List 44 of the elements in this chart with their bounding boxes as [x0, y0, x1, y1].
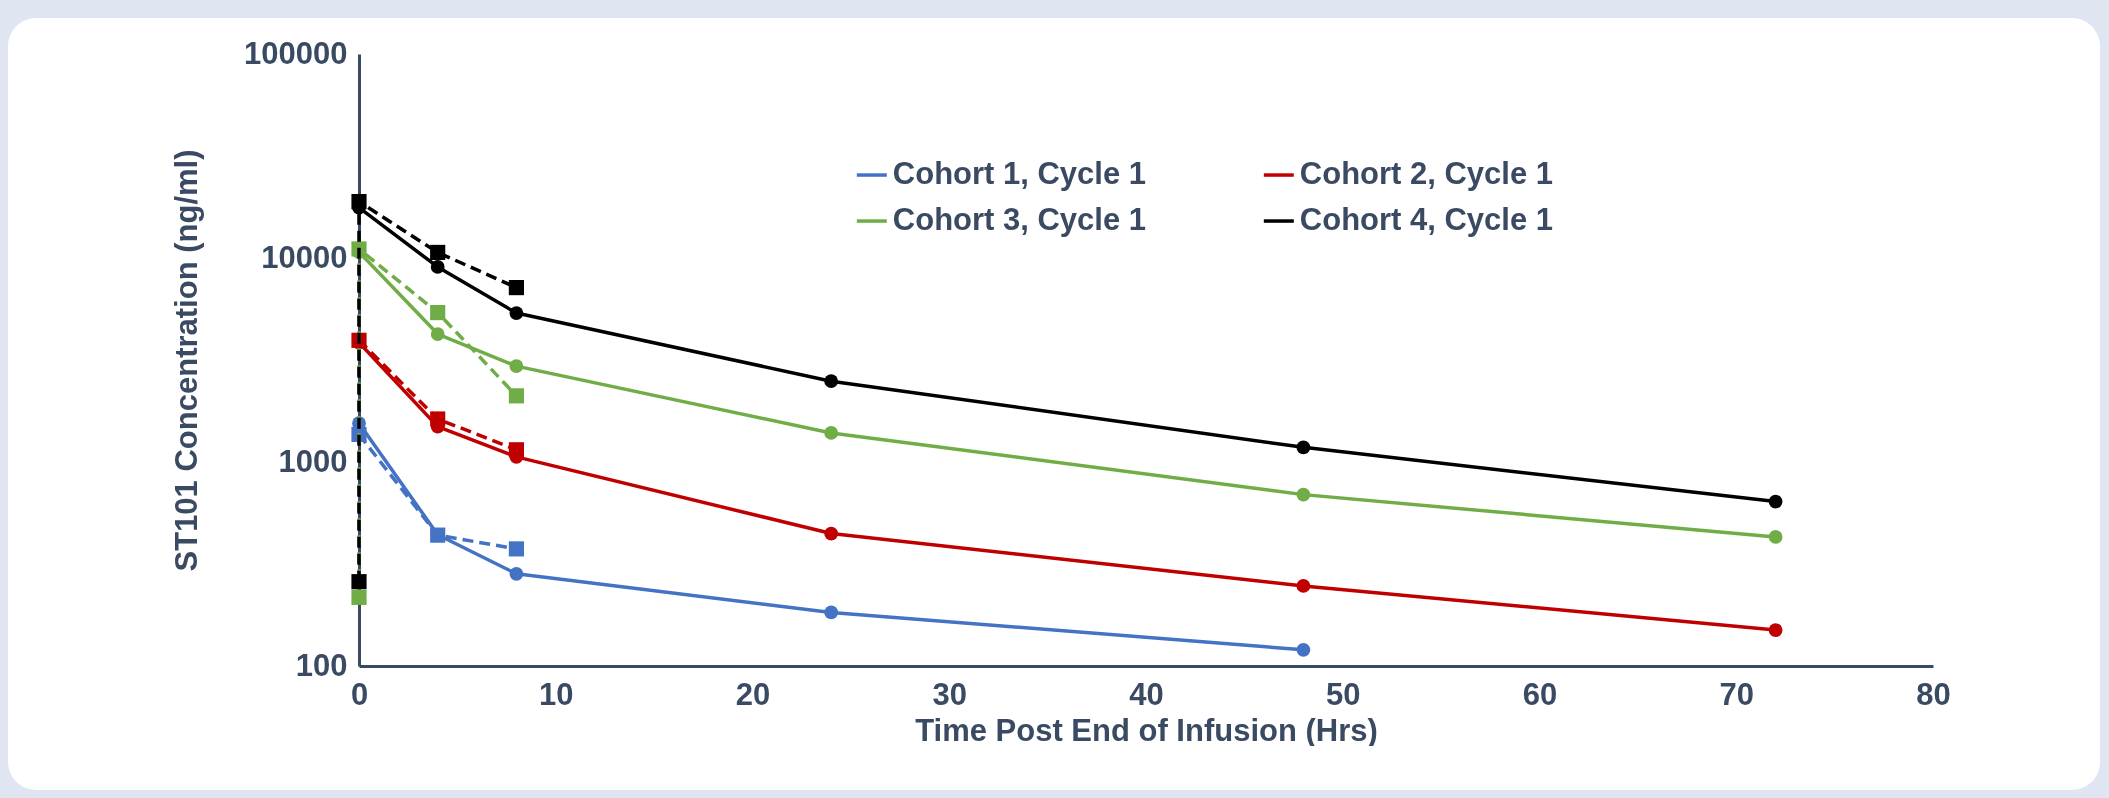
point	[824, 426, 839, 440]
point	[509, 359, 524, 374]
point	[508, 388, 524, 404]
point	[351, 589, 367, 605]
point	[430, 244, 446, 260]
point	[824, 526, 839, 541]
point	[1296, 642, 1311, 657]
point	[351, 574, 367, 590]
point	[1296, 579, 1311, 593]
point	[1768, 530, 1783, 544]
point	[824, 374, 839, 389]
point	[1296, 487, 1311, 502]
x-tick-label: 0	[350, 676, 369, 712]
point	[508, 541, 524, 557]
point	[508, 280, 524, 296]
x-tick-label: 60	[1522, 676, 1558, 712]
y-tick-label: 10000	[261, 239, 348, 275]
point	[1296, 440, 1311, 455]
x-tick-label: 40	[1129, 676, 1164, 712]
point	[509, 306, 524, 320]
x-tick-label: 10	[539, 676, 574, 712]
legend-label: Cohort 4, Cycle 1	[1299, 202, 1554, 238]
legend-label: Cohort 1, Cycle 1	[892, 156, 1147, 192]
x-tick-label: 50	[1326, 676, 1361, 712]
point	[430, 411, 446, 427]
y-tick-label: 1000	[278, 443, 348, 479]
legend-label: Cohort 3, Cycle 1	[892, 202, 1147, 238]
point	[351, 194, 367, 210]
y-tick-label: 100000	[244, 35, 348, 71]
x-tick-label: 20	[735, 676, 771, 712]
point	[430, 327, 445, 341]
legend-label: Cohort 2, Cycle 1	[1299, 156, 1554, 192]
point	[508, 442, 524, 458]
point	[430, 260, 445, 274]
point	[824, 605, 839, 620]
point	[430, 305, 446, 321]
y-tick-label: 100	[295, 647, 348, 683]
point	[1768, 623, 1783, 637]
x-tick-label: 30	[932, 676, 967, 712]
y-axis-title: ST101 Concentration (ng/ml)	[169, 149, 205, 572]
x-tick-label: 80	[1916, 676, 1951, 712]
point	[509, 566, 524, 581]
point	[1768, 494, 1783, 509]
x-tick-label: 70	[1719, 676, 1754, 712]
